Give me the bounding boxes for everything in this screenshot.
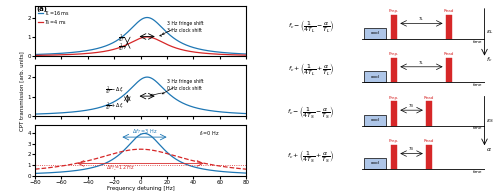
Bar: [391, 15, 398, 39]
Text: $\frac{1}{4T}$: $\frac{1}{4T}$: [118, 32, 124, 44]
Bar: [364, 28, 386, 39]
Text: $\alpha$: $\alpha$: [486, 146, 492, 153]
Text: Prep.: Prep.: [389, 52, 400, 56]
Bar: [364, 115, 386, 126]
Text: $\Delta f_{T_S}$=12 Hz: $\Delta f_{T_S}$=12 Hz: [106, 164, 135, 173]
Text: time: time: [473, 40, 482, 43]
Text: $T_S$: $T_S$: [408, 146, 415, 153]
Text: 3 Hz clock shift: 3 Hz clock shift: [160, 28, 202, 36]
Bar: [391, 145, 398, 169]
Bar: [426, 101, 432, 126]
Bar: [391, 101, 398, 126]
Text: $T_L$: $T_L$: [418, 59, 424, 67]
Text: cool: cool: [370, 161, 380, 165]
Text: $T_L$: $T_L$: [418, 16, 424, 23]
Legend: $T_L$=16 ms, $T_S$=4 ms: $T_L$=16 ms, $T_S$=4 ms: [38, 8, 70, 27]
Y-axis label: CPT transmission [arb. units]: CPT transmission [arb. units]: [20, 51, 24, 130]
Text: $f_c - \left(\dfrac{1}{4T_S} - \dfrac{\alpha}{T_S}\right)$: $f_c - \left(\dfrac{1}{4T_S} - \dfrac{\a…: [288, 104, 335, 120]
Text: Prep.: Prep.: [389, 139, 400, 143]
Bar: [426, 145, 432, 169]
Text: Read: Read: [424, 139, 434, 143]
Text: $f_c + \left(\dfrac{1}{4T_S} + \dfrac{\alpha}{T_S}\right)$: $f_c + \left(\dfrac{1}{4T_S} + \dfrac{\a…: [288, 148, 335, 164]
Text: time: time: [473, 126, 482, 130]
Text: $\varepsilon_S$: $\varepsilon_S$: [486, 117, 494, 125]
Text: $\frac{1}{4T} + \Delta f_r$: $\frac{1}{4T} + \Delta f_r$: [105, 101, 124, 112]
Text: cool: cool: [370, 75, 380, 79]
Text: Read: Read: [444, 9, 454, 13]
Text: time: time: [473, 170, 482, 174]
Text: $f_c - \left(\dfrac{1}{4T_L} - \dfrac{\alpha}{T_L}\right)$: $f_c - \left(\dfrac{1}{4T_L} - \dfrac{\a…: [288, 18, 334, 34]
Text: $f_c$: $f_c$: [486, 55, 492, 64]
Text: 3 Hz fringe shift: 3 Hz fringe shift: [162, 79, 203, 94]
Text: $T_S$: $T_S$: [408, 102, 415, 110]
Bar: [391, 58, 398, 82]
Text: $\Delta f_{T_L}$=3 Hz: $\Delta f_{T_L}$=3 Hz: [132, 127, 157, 137]
Text: Read: Read: [424, 96, 434, 100]
Bar: [446, 15, 452, 39]
Text: Read: Read: [444, 52, 454, 56]
Text: $\frac{1}{4T}$: $\frac{1}{4T}$: [118, 41, 124, 53]
Text: $\varepsilon_L$: $\varepsilon_L$: [486, 28, 494, 36]
Text: (a): (a): [36, 6, 47, 12]
Text: Prep.: Prep.: [389, 96, 400, 100]
Text: 3 Hz fringe shift: 3 Hz fringe shift: [162, 21, 203, 35]
Text: cool: cool: [370, 31, 380, 35]
Text: 0 Hz clock shift: 0 Hz clock shift: [150, 86, 202, 96]
Bar: [446, 58, 452, 82]
Bar: [364, 158, 386, 169]
Text: Prep.: Prep.: [389, 9, 400, 13]
Text: $\frac{1}{4T} - \Delta f_r$: $\frac{1}{4T} - \Delta f_r$: [105, 85, 124, 97]
Bar: [364, 71, 386, 82]
Text: time: time: [473, 83, 482, 87]
Text: $f_c$=0 Hz: $f_c$=0 Hz: [199, 129, 220, 138]
Text: cool: cool: [370, 118, 380, 122]
Text: $f_c + \left(\dfrac{1}{4T_L} + \dfrac{\alpha}{T_L}\right)$: $f_c + \left(\dfrac{1}{4T_L} + \dfrac{\a…: [288, 61, 334, 77]
X-axis label: Frequency detuning [Hz]: Frequency detuning [Hz]: [106, 186, 174, 191]
